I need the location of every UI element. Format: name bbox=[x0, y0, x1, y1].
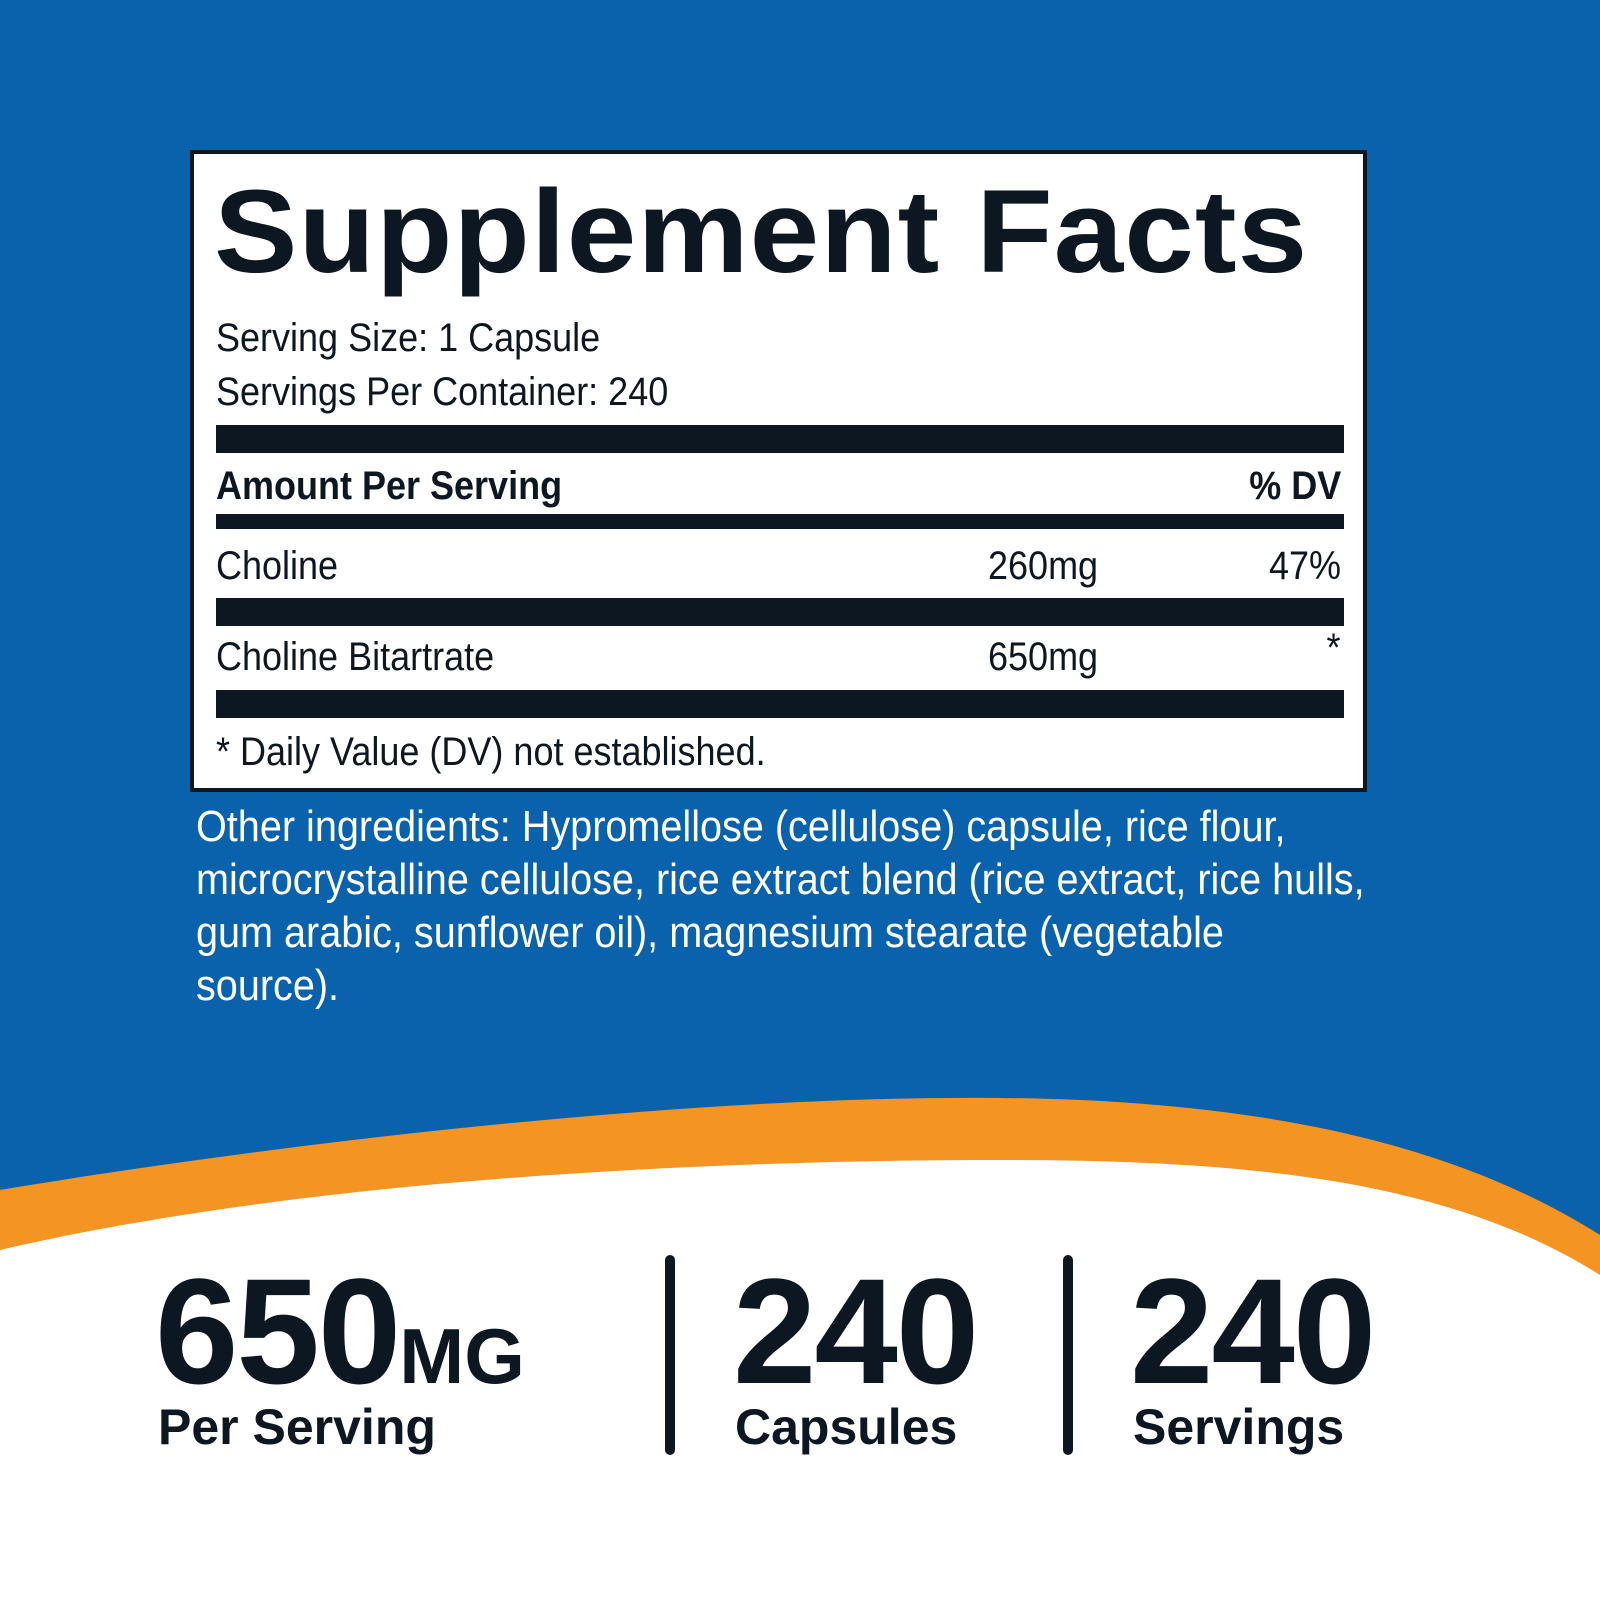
panel-title: Supplement Facts bbox=[214, 166, 1309, 298]
divider bbox=[1063, 1255, 1073, 1455]
footnote: * Daily Value (DV) not established. bbox=[216, 730, 766, 774]
stat: 650MG bbox=[155, 1245, 525, 1418]
ingredient-dv: 47% bbox=[1268, 544, 1341, 588]
rule bbox=[216, 514, 1344, 529]
stat-value: 240 bbox=[733, 1247, 979, 1415]
stat-value: 240 bbox=[1130, 1247, 1376, 1415]
rule bbox=[216, 690, 1344, 718]
ingredient-name: Choline Bitartrate bbox=[216, 635, 495, 679]
other-ingredients: Other ingredients: Hypromellose (cellulo… bbox=[196, 802, 1365, 1010]
stat-caption: Capsules bbox=[735, 1399, 958, 1455]
ingredient-amount: 650mg bbox=[988, 635, 1099, 679]
ingredient-dv: * bbox=[1326, 626, 1341, 670]
stat-value: 650 bbox=[155, 1247, 401, 1415]
ingredient-amount: 260mg bbox=[988, 544, 1099, 588]
supplement-facts-panel: Supplement Facts Serving Size: 1 Capsule… bbox=[190, 150, 1367, 792]
ingredient-name: Choline bbox=[216, 544, 339, 588]
rule bbox=[216, 425, 1344, 453]
stat-caption: Servings bbox=[1133, 1399, 1345, 1455]
divider bbox=[665, 1255, 675, 1455]
orange-band bbox=[0, 1097, 1600, 1275]
rule bbox=[216, 598, 1344, 626]
stat-caption: Per Serving bbox=[158, 1399, 436, 1455]
servings-per-container: Servings Per Container: 240 bbox=[216, 370, 669, 414]
dv-header: % DV bbox=[1248, 464, 1341, 508]
stat-unit: MG bbox=[399, 1312, 525, 1400]
amount-header: Amount Per Serving bbox=[216, 464, 563, 508]
serving-size: Serving Size: 1 Capsule bbox=[216, 316, 601, 360]
